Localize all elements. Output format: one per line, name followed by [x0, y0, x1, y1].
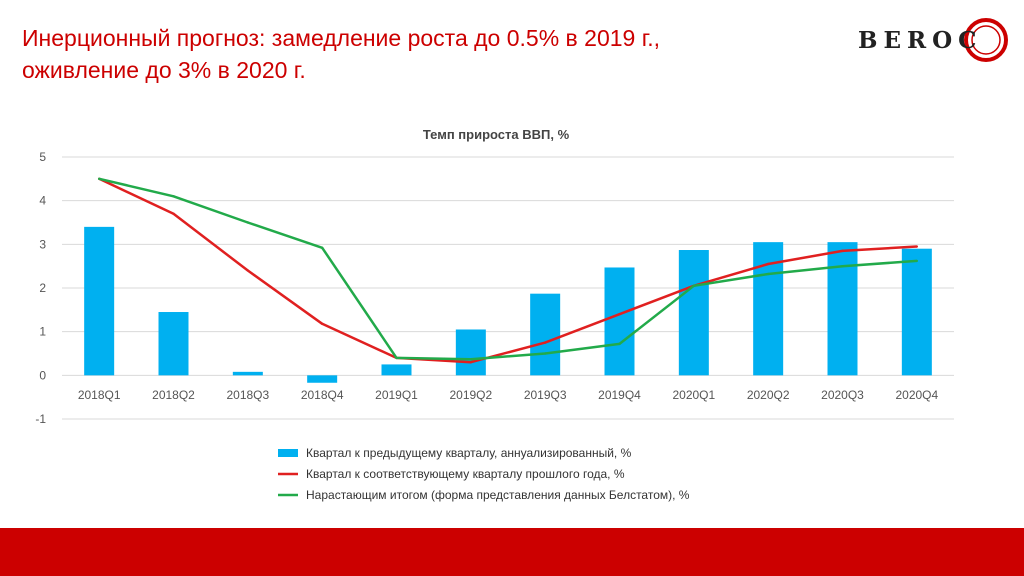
- bar-2020Q3: [827, 242, 858, 376]
- line-series-1: [98, 177, 917, 364]
- line-point-2-2019Q1: [395, 356, 398, 360]
- line-point-1-2020Q3: [841, 249, 844, 253]
- logo-ring-red: [964, 18, 1008, 62]
- line-point-2-2019Q3: [543, 352, 547, 355]
- y-tick-label: 2: [39, 281, 46, 295]
- bar-2020Q1: [678, 250, 709, 376]
- bar-series: [84, 226, 932, 383]
- x-tick-label: 2018Q1: [78, 388, 121, 402]
- slide-title-line2: оживление до 3% в 2020 г.: [22, 57, 306, 83]
- line-point-2-2018Q2: [172, 195, 175, 198]
- x-tick-label: 2018Q4: [301, 388, 344, 402]
- y-axis-ticks: -1 0 1 2 3 4 5: [35, 150, 46, 426]
- beroc-logo: BEROC: [858, 18, 1008, 62]
- grid-lines: [62, 156, 954, 420]
- bar-2019Q2: [455, 329, 486, 376]
- legend-swatch-bar: [278, 449, 298, 457]
- x-tick-label: 2019Q1: [375, 388, 418, 402]
- y-tick-label: 5: [39, 150, 46, 164]
- y-tick-label: 0: [39, 368, 46, 382]
- x-tick-label: 2020Q4: [895, 388, 938, 402]
- x-tick-label: 2020Q2: [747, 388, 790, 402]
- y-tick-label: 4: [39, 194, 46, 208]
- x-tick-label: 2019Q3: [524, 388, 567, 402]
- line-point-2-2020Q1: [692, 284, 696, 288]
- line-point-1-2019Q4: [618, 313, 621, 316]
- line-point-2-2019Q4: [618, 342, 621, 346]
- x-tick-label: 2020Q1: [672, 388, 715, 402]
- y-tick-label: 3: [39, 237, 46, 251]
- line-point-1-2018Q2: [172, 212, 175, 215]
- x-tick-label: 2019Q4: [598, 388, 641, 402]
- y-tick-label: -1: [35, 412, 46, 426]
- line-point-1-2018Q3: [246, 269, 250, 272]
- chart-title: Темп прироста ВВП, %: [423, 127, 570, 142]
- line-point-2-2019Q2: [469, 357, 473, 361]
- line-point-2-2018Q4: [320, 246, 324, 250]
- line-point-1-2019Q2: [469, 361, 473, 364]
- logo-text: BEROC: [858, 27, 982, 54]
- bar-2019Q1: [381, 364, 412, 376]
- line-point-2-2020Q4: [915, 259, 919, 263]
- line-point-1-2019Q3: [543, 341, 547, 344]
- y-tick-label: 1: [39, 325, 46, 339]
- x-tick-label: 2020Q3: [821, 388, 864, 402]
- legend-label: Квартал к соответствующему кварталу прош…: [306, 467, 625, 481]
- line-point-2-2018Q1: [97, 177, 101, 181]
- chart-legend: Квартал к предыдущему кварталу, аннуализ…: [278, 446, 690, 502]
- line-series: [97, 177, 919, 364]
- bar-2019Q4: [604, 267, 635, 376]
- logo-ring-inner: [971, 25, 1001, 55]
- bar-2018Q2: [158, 312, 189, 376]
- line-point-1-2020Q4: [915, 245, 919, 248]
- legend-label: Квартал к предыдущему кварталу, аннуализ…: [306, 446, 632, 460]
- x-tick-label: 2019Q2: [449, 388, 492, 402]
- bar-2018Q1: [84, 226, 115, 376]
- x-tick-label: 2018Q3: [226, 388, 269, 402]
- line-point-2-2020Q2: [766, 272, 770, 276]
- line-point-2-2020Q3: [841, 264, 844, 268]
- bar-2020Q4: [901, 248, 932, 376]
- line-series-2: [98, 177, 917, 361]
- x-axis-ticks: 2018Q1 2018Q2 2018Q3 2018Q4 2019Q1 2019Q2 2019…: [78, 388, 939, 402]
- line-point-1-2018Q4: [320, 322, 324, 326]
- slide-title: Инерционный прогноз: замедление роста до…: [22, 22, 802, 86]
- slide-title-line1: Инерционный прогноз: замедление роста до…: [22, 25, 661, 51]
- line-point-1-2020Q2: [766, 262, 770, 266]
- x-tick-label: 2018Q2: [152, 388, 195, 402]
- bar-2018Q3: [232, 371, 263, 376]
- bar-2018Q4: [307, 375, 338, 383]
- line-point-2-2018Q3: [246, 221, 250, 224]
- footer-bar: [0, 528, 1024, 576]
- legend-label: Нарастающим итогом (форма представления …: [306, 488, 690, 502]
- bar-2019Q3: [530, 293, 561, 376]
